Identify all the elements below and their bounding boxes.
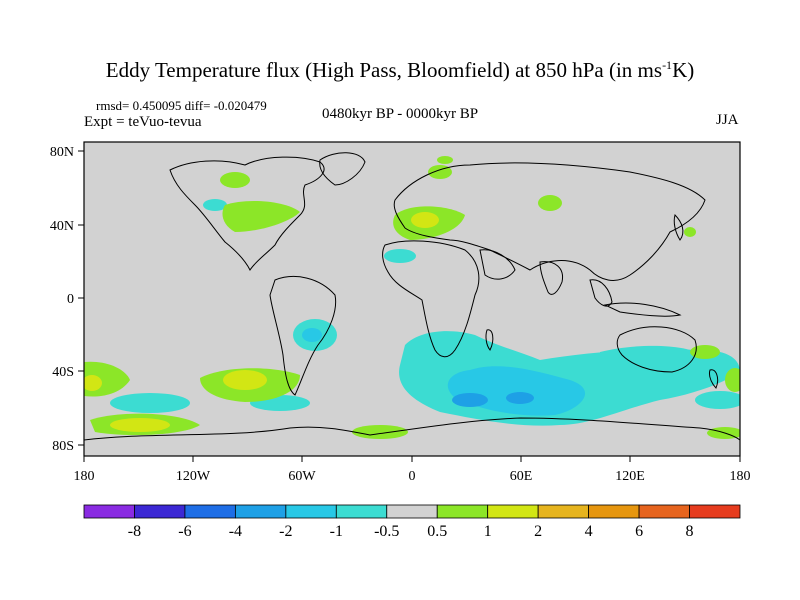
colorbar-label: -2 [279,523,292,540]
colorbar-swatch [184,504,236,519]
positive-field-antarctic-peninsula [352,425,408,439]
coastline-eurasia [393,162,706,281]
colorbar-label: -4 [229,523,242,540]
colorbar-label: 6 [635,523,643,540]
period-label: 0480kyr BP - 0000kyr BP [322,106,479,122]
negative-field-spot-2 [506,392,534,404]
lon-label-0: 0 [409,469,416,484]
positive-field-antarctic-pacific-core [110,418,170,432]
coastline-india [539,261,564,295]
coastline-north-america [169,156,325,272]
colorbar-swatch [386,504,438,519]
colorbar-label: -0.5 [374,523,399,540]
positive-field-canada [220,172,250,188]
positive-field-asia [538,195,562,211]
colorbar-label: -6 [178,523,191,540]
positive-field-south-pacific-west-core [84,375,102,391]
lon-label-60w: 60W [288,469,316,484]
coastline-antarctica [84,417,740,441]
lat-label-80n: 80N [50,145,74,160]
coastline-new-zealand [709,369,719,389]
coastline-australia [616,326,697,373]
lon-label-60e: 60E [510,469,533,484]
coastline-greenland [319,152,366,186]
lon-label-180-west: 180 [74,469,95,484]
positive-field-arctic [437,156,453,164]
lat-label-40s: 40S [52,365,74,380]
colorbar-swatch [638,504,690,519]
negative-field-spot-1 [452,393,488,407]
positive-field-north-america [222,200,300,232]
coastline-south-america [269,276,337,396]
lon-label-120e: 120E [615,469,645,484]
colorbar-label: 8 [686,523,694,540]
negative-field-sahara [384,249,416,263]
negative-field-pacific-south [110,393,190,413]
map-background [84,142,740,456]
colorbar-swatch [335,504,388,519]
axis-ticks [78,150,741,462]
map-title: Eddy Temperature flux (High Pass, Bloomf… [105,58,695,82]
colorbar-label: -8 [128,523,141,540]
season-label: JJA [716,112,739,128]
colorbar-swatch [285,504,337,519]
negative-field-atlantic-north [203,199,227,211]
coastline-indonesia [603,302,682,317]
positive-field-europe-core [411,212,439,228]
colorbar-swatch [83,504,135,519]
negative-field-far-east [695,391,740,409]
colorbar-swatch [134,504,186,519]
colorbar-swatch [487,504,539,519]
colorbar-label: 4 [585,523,593,540]
coastline-madagascar [485,329,494,351]
coastline-indochina [589,279,613,307]
colorbar-swatch [537,504,590,519]
colorbar-swatch [436,504,489,519]
colorbar-label: 1 [484,523,492,540]
positive-field-far-east-south [725,368,740,392]
colorbar-swatch [689,504,741,519]
colorbar-label: -1 [330,523,343,540]
colorbar-label: 0.5 [427,523,447,540]
negative-field-south-america-core [302,328,322,342]
positive-field-australia-east [690,345,720,359]
lat-label-0: 0 [67,292,74,307]
coastlines [84,152,740,441]
lon-label-180-east: 180 [730,469,751,484]
lat-label-40n: 40N [50,219,74,234]
coastline-africa [382,240,480,358]
colorbar-swatch [588,504,640,519]
negative-field-australia [600,345,700,364]
lat-label-80s: 80S [52,439,74,454]
colorbar: -8 -6 -4 -2 -1 -0.5 0.5 1 2 4 6 8 [83,504,741,540]
positive-field-southeast-pacific-core [223,370,267,390]
coastline-japan [673,214,684,241]
colorbar-swatch [234,504,287,519]
experiment-label: Expt = teVuo-tevua [84,114,202,130]
coastline-arabia [479,249,516,280]
colorbar-label: 2 [534,523,542,540]
anomaly-fields [84,152,740,441]
lon-label-120w: 120W [176,469,211,484]
positive-field-north-pacific [684,227,696,237]
stats-text: rmsd= 0.450095 diff= -0.020479 [96,98,267,113]
